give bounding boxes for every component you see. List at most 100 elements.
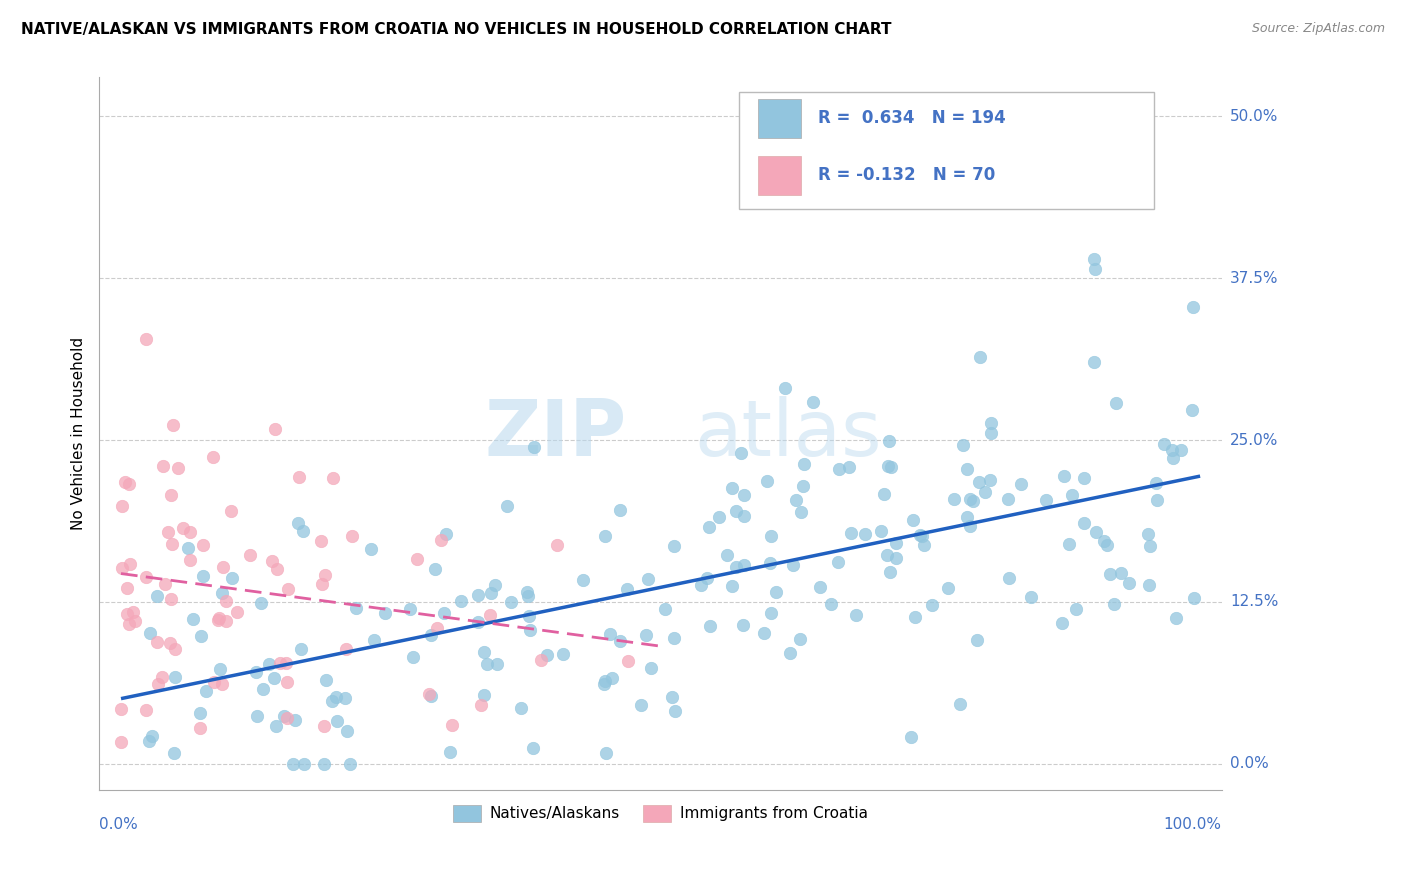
Point [188,721,211,735]
Point [160,592,183,607]
Point [1105,396,1128,410]
Point [118,557,141,571]
Point [725,504,748,518]
Point [314,568,336,582]
Point [551,647,574,661]
Point [870,524,893,539]
Point [212,559,235,574]
Point [153,577,176,591]
Point [904,609,927,624]
Point [201,450,224,465]
Point [157,524,180,539]
Point [617,654,640,668]
Point [790,505,813,519]
Point [146,590,169,604]
Point [159,636,181,650]
Point [733,488,755,502]
Point [479,608,502,623]
Point [450,594,472,608]
Point [273,709,295,723]
Point [634,628,657,642]
Point [884,536,907,550]
Point [959,491,981,506]
Point [467,588,489,602]
Point [845,608,868,623]
Point [546,538,568,552]
Point [1050,616,1073,631]
Point [165,670,187,684]
Point [838,460,860,475]
Point [765,584,787,599]
Point [828,461,851,475]
Point [1170,442,1192,457]
Point [118,616,141,631]
Point [250,596,273,610]
Point [997,491,1019,506]
Point [756,474,779,488]
Point [418,687,440,701]
Point [146,676,169,690]
Point [720,579,742,593]
Point [1084,262,1107,277]
Point [326,714,349,728]
Point [290,641,312,656]
Point [782,558,804,572]
Point [118,477,141,491]
Point [207,611,229,625]
Point [592,677,614,691]
Point [517,608,540,623]
Point [420,689,443,703]
Point [662,539,685,553]
Point [773,381,796,395]
Point [1092,534,1115,549]
Text: 0.0%: 0.0% [1230,756,1268,772]
Point [110,735,132,749]
Point [179,552,201,566]
Point [879,565,901,579]
Point [150,670,173,684]
Point [165,642,187,657]
Point [1146,492,1168,507]
Point [998,571,1021,585]
Point [1083,354,1105,368]
Point [402,649,425,664]
Point [211,586,233,600]
Point [472,645,495,659]
Point [1184,591,1206,605]
Point [595,746,617,760]
Point [1153,437,1175,451]
Point [1160,442,1182,457]
Point [167,461,190,475]
Point [423,562,446,576]
Point [733,618,755,632]
Point [1164,611,1187,625]
Point [1181,403,1204,417]
Point [921,598,943,612]
Point [433,606,456,620]
Point [900,730,922,744]
Point [312,719,335,733]
Point [430,533,453,547]
Point [696,571,718,585]
Point [475,657,498,671]
Point [138,734,160,748]
Point [474,688,496,702]
Point [115,607,138,621]
Point [287,516,309,530]
Point [219,503,242,517]
Point [470,698,492,713]
Point [510,701,533,715]
Point [135,570,157,584]
Point [664,704,686,718]
Point [1161,450,1184,465]
Point [839,525,862,540]
Point [177,541,200,555]
Point [962,494,984,508]
Point [1137,527,1160,541]
Point [637,572,659,586]
Point [499,594,522,608]
Point [956,462,979,476]
Point [761,606,783,620]
Point [312,756,335,771]
Point [959,519,981,533]
